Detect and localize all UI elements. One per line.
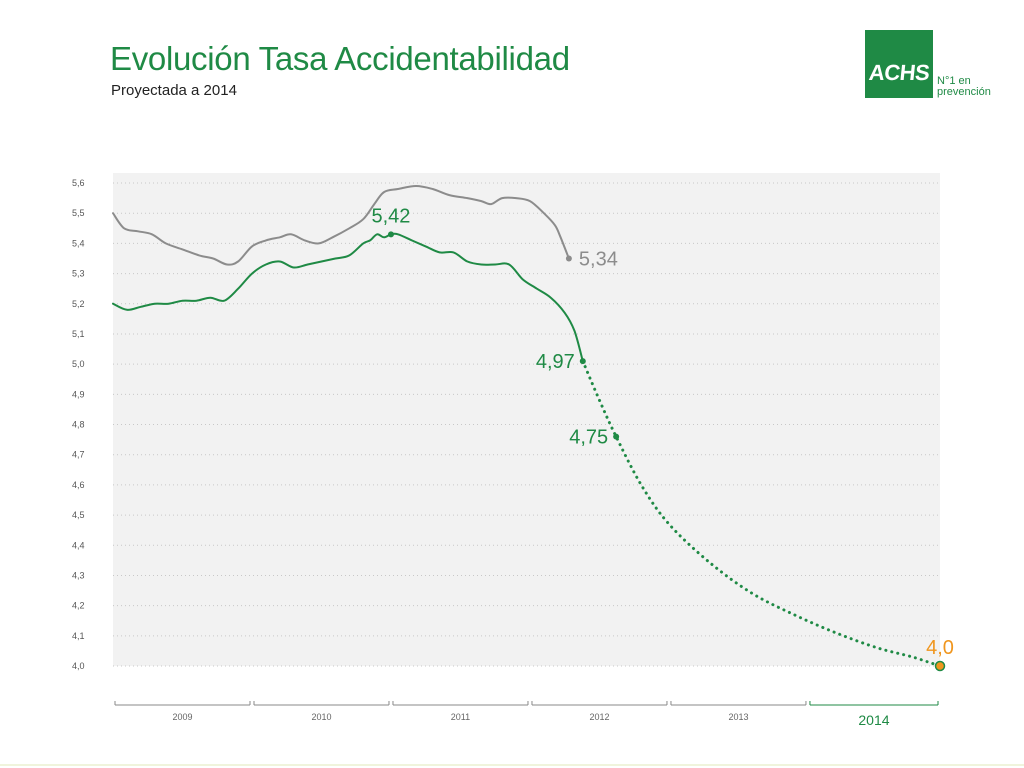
logo-tagline-line1: N°1 en (937, 75, 971, 87)
data-point-marker (579, 358, 586, 365)
x-tick-label: 2010 (311, 712, 331, 722)
data-point-marker (565, 255, 572, 262)
y-tick-label: 4,2 (72, 601, 85, 611)
logo-tagline: N°1 en prevención (937, 76, 1017, 98)
data-point-marker (387, 231, 394, 238)
logo-box: ACHS (865, 30, 933, 98)
y-tick-label: 4,5 (72, 510, 85, 520)
data-point-marker (934, 660, 946, 672)
data-point-label: 5,42 (372, 205, 411, 227)
gray-series-line (112, 185, 570, 266)
y-tick-label: 4,9 (72, 389, 85, 399)
bottom-rule (0, 764, 1024, 766)
x-tick-label: 2014 (858, 712, 889, 728)
data-point-label: 4,0 (926, 637, 954, 659)
x-tick-label: 2011 (451, 712, 470, 722)
x-tick-label: 2012 (589, 712, 609, 722)
achs-logo: ACHS N°1 en prevención (865, 30, 1024, 100)
projection-line (581, 359, 942, 668)
data-point-label: 4,97 (536, 351, 575, 373)
y-tick-label: 4,1 (72, 631, 85, 641)
x-tick-label: 2013 (728, 712, 748, 722)
plot-area (113, 173, 940, 666)
logo-tagline-line2: prevención (937, 86, 991, 98)
y-tick-label: 4,7 (72, 450, 85, 460)
page-title: Evolución Tasa Accidentabilidad (110, 40, 570, 77)
y-tick-label: 5,1 (72, 329, 85, 339)
y-tick-label: 4,3 (72, 570, 85, 580)
y-tick-label: 4,8 (72, 420, 85, 430)
y-tick-label: 5,6 (72, 178, 85, 188)
data-point-label: 4,75 (569, 427, 608, 449)
y-tick-label: 4,6 (72, 480, 85, 490)
data-point-marker (613, 433, 620, 440)
y-tick-label: 5,5 (72, 208, 85, 218)
green-series-line (112, 232, 584, 363)
data-point-label: 5,34 (579, 248, 618, 270)
y-tick-label: 5,4 (72, 238, 85, 248)
x-tick-label: 2009 (172, 712, 192, 722)
y-tick-label: 5,0 (72, 359, 85, 369)
y-tick-label: 4,4 (72, 540, 85, 550)
y-tick-label: 4,0 (72, 661, 85, 671)
y-tick-label: 5,2 (72, 299, 85, 309)
page-subtitle: Proyectada a 2014 (111, 82, 237, 99)
y-tick-label: 5,3 (72, 269, 85, 279)
